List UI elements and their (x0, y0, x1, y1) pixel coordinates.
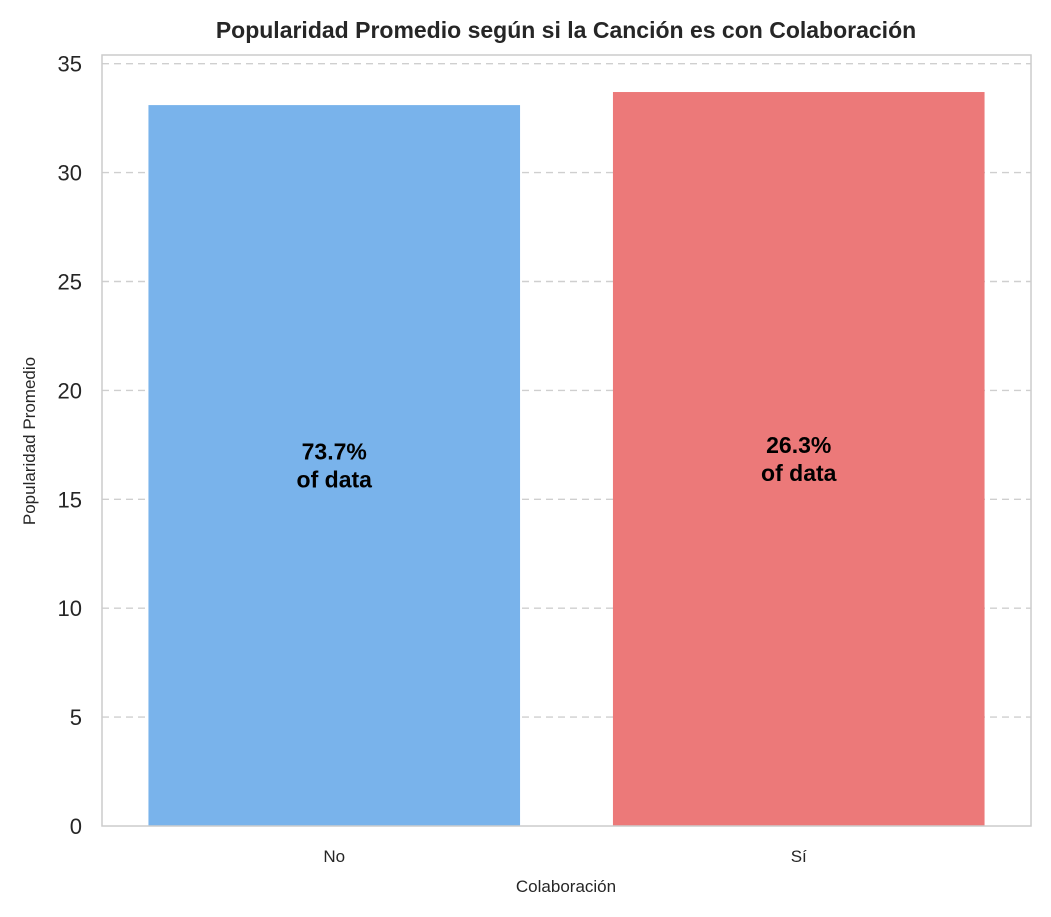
x-axis-label: Colaboración (516, 877, 616, 896)
x-tick-label: Sí (791, 847, 807, 866)
bar-0 (148, 105, 521, 827)
plot-frame (101, 54, 1032, 827)
y-tick-label: 15 (58, 487, 82, 512)
y-tick-label: 35 (58, 52, 82, 77)
y-tick-label: 5 (70, 705, 82, 730)
y-axis-ticks: 0 5 10 15 20 25 30 35 (58, 52, 82, 839)
y-tick-label: 25 (58, 270, 82, 295)
y-tick-label: 0 (70, 814, 82, 839)
bar-1 (612, 92, 985, 827)
bars (148, 92, 985, 827)
y-axis-label: Popularidad Promedio (20, 357, 39, 525)
bar-label-line: 26.3% (766, 432, 831, 458)
bar-label-line: of data (297, 467, 373, 493)
chart-title: Popularidad Promedio según si la Canción… (216, 17, 916, 43)
x-tick-label: No (323, 847, 345, 866)
bar-label-line: 73.7% (302, 439, 367, 465)
bar-label-0: 73.7% of data (297, 439, 373, 493)
bar-label-line: of data (761, 460, 837, 486)
x-axis-ticks: No Sí (323, 847, 807, 866)
y-tick-label: 10 (58, 596, 82, 621)
y-tick-label: 20 (58, 378, 82, 403)
y-tick-label: 30 (58, 161, 82, 186)
bar-label-1: 26.3% of data (761, 432, 837, 486)
